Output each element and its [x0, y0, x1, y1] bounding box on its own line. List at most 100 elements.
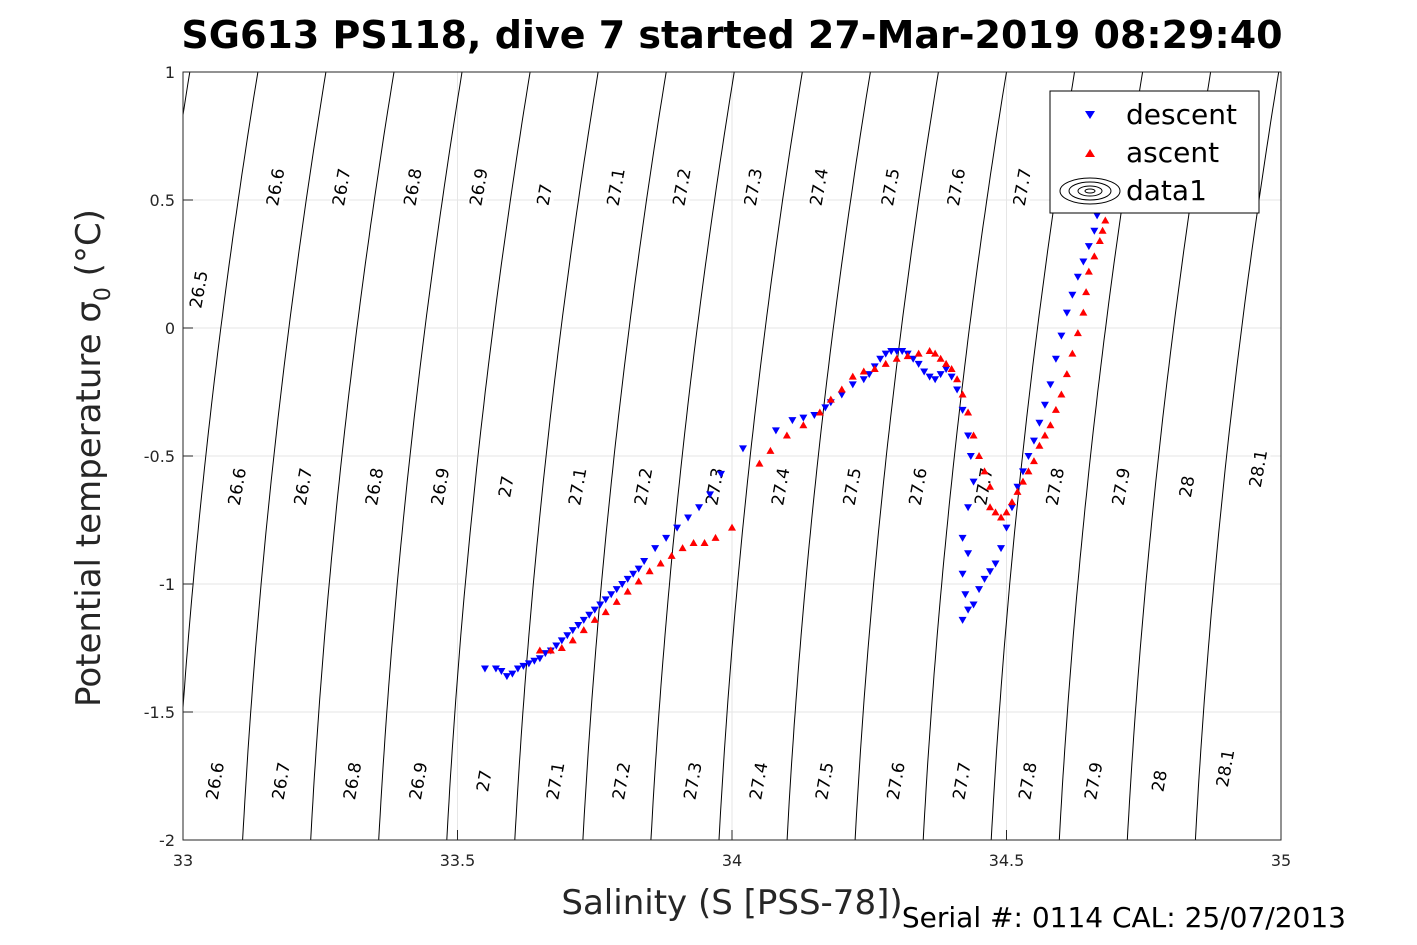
descent-point [1079, 258, 1088, 266]
descent-point [629, 570, 638, 578]
contour-label-bg [406, 756, 432, 806]
ascent-point [1073, 329, 1082, 337]
contour-line [183, 72, 259, 715]
descent-point [563, 632, 572, 640]
descent-point [788, 417, 797, 425]
descent-point [524, 660, 533, 668]
contour-line [922, 72, 1007, 840]
serial-cal-footer: Serial #: 0114 CAL: 25/07/2013 [902, 901, 1346, 934]
descent-point [579, 616, 588, 624]
contour-label-bg [268, 756, 295, 806]
descent-point [964, 504, 973, 512]
descent-point [1093, 212, 1102, 220]
ascent-point [997, 513, 1006, 521]
descent-point [535, 655, 544, 663]
contour-label-bg [603, 162, 630, 212]
descent-point [508, 670, 517, 678]
descent-point [1090, 227, 1099, 235]
contour-label-bg [1010, 163, 1036, 212]
contour-label-bg [543, 756, 570, 806]
descent-point [914, 360, 923, 368]
descent-point [975, 586, 984, 594]
descent-point [947, 373, 956, 381]
ascent-point [848, 372, 857, 380]
contour-line [514, 72, 599, 840]
descent-point [876, 355, 885, 363]
ascent-point [1013, 487, 1022, 495]
ascent-point [892, 354, 901, 362]
descent-point [585, 611, 594, 619]
contour-label-bg [1108, 462, 1135, 511]
descent-point [837, 391, 846, 399]
ascent-point [535, 646, 544, 654]
descent-point [1013, 483, 1022, 491]
contour-label-bg [609, 756, 636, 806]
ascent-point [1035, 441, 1044, 449]
descent-point [810, 412, 819, 420]
legend-ascent-label: ascent [1126, 136, 1219, 169]
legend-data1-contour-icon [1059, 177, 1121, 205]
ascent-point [980, 467, 989, 475]
ascent-point [579, 626, 588, 634]
contour-label: 27 [534, 182, 557, 207]
descent-point [1018, 468, 1027, 476]
descent-point [892, 348, 901, 356]
ascent-point [766, 446, 775, 454]
y-tick-label: -2 [159, 831, 175, 850]
descent-point [695, 504, 704, 512]
contour-line [378, 72, 463, 840]
ascent-point [1079, 308, 1088, 316]
descent-point [623, 575, 632, 583]
contour-line [446, 72, 531, 840]
ascent-point [964, 408, 973, 416]
ascent-point [942, 359, 951, 367]
descent-point [964, 606, 973, 614]
descent-point [961, 591, 970, 599]
contour-label-bg [768, 462, 795, 511]
ascent-point [1040, 431, 1049, 439]
x-tick-label: 34.5 [989, 851, 1025, 870]
descent-point [958, 616, 967, 624]
descent-point [640, 557, 649, 565]
descent-point [931, 376, 940, 384]
ascent-point [728, 523, 736, 531]
y-tick-label: -1 [159, 575, 175, 594]
ascent-point [1002, 508, 1011, 516]
y-tick-label: 0 [165, 319, 175, 338]
contour-line [582, 72, 667, 840]
descent-point [634, 565, 643, 573]
contour-label-bg [428, 462, 454, 511]
contour-line [242, 72, 327, 840]
descent-point [662, 534, 671, 542]
descent-point [859, 376, 868, 384]
contour-labels: 26.526.6 26.7 26.8 26.9 27 27.1 27.2 27.3 27.4 27… [186, 162, 1272, 806]
ascent-point [612, 597, 621, 605]
descent-point [969, 478, 978, 486]
descent-point [986, 568, 995, 576]
descent-point [771, 427, 780, 435]
y-axis-label-main: Potential temperature σ [69, 301, 109, 707]
descent-point [513, 665, 522, 673]
contour-label-bg [473, 766, 497, 796]
ascent-point [826, 395, 835, 403]
ascent-point [931, 349, 940, 357]
legend-ascent-marker [1085, 149, 1095, 157]
y-tick-label: 0.5 [150, 191, 175, 210]
legend-box [1049, 90, 1260, 214]
descent-point [958, 570, 967, 578]
descent-point [1057, 332, 1066, 340]
descent-point [530, 657, 539, 665]
descent-point [966, 453, 975, 460]
contour-label-bg [944, 162, 970, 212]
ascent-point [782, 431, 791, 439]
ascent-point [590, 615, 599, 623]
ascent-point [991, 508, 1000, 516]
contour-label-bg [905, 462, 932, 511]
ascent-point [1101, 216, 1110, 224]
ascent-point [1095, 236, 1104, 244]
contour-label-bg [1246, 444, 1272, 493]
x-tick-label: 33.5 [440, 851, 476, 870]
ascent-point [1098, 226, 1107, 234]
contour-label: 28 [1176, 474, 1199, 499]
descent-point [1035, 419, 1044, 427]
